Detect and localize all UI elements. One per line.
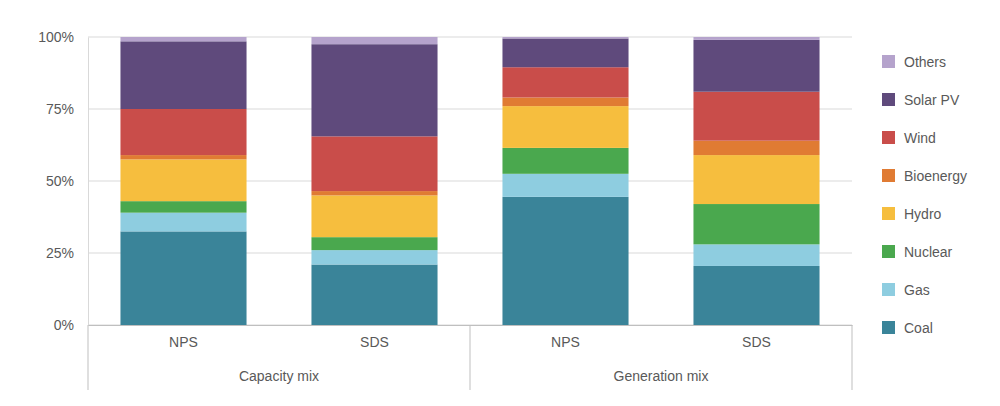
bar-segment: [120, 37, 246, 41]
legend-swatch: [882, 55, 895, 68]
bar-segment: [693, 40, 819, 92]
bar-segment: [311, 136, 437, 191]
group-separator: [470, 325, 471, 390]
legend-label: Bioenergy: [904, 168, 967, 184]
legend-item: Nuclear: [882, 244, 953, 260]
y-tick-label: 0%: [54, 317, 74, 333]
bar-segment: [502, 38, 628, 67]
bar-segment: [120, 231, 246, 325]
legend-item: Coal: [882, 320, 933, 336]
x-tick-label: SDS: [360, 334, 389, 350]
legend-label: Others: [904, 54, 946, 70]
legend: Others Solar PV Wind Bioenergy Hydro Nuclear G…: [882, 54, 967, 336]
grid: [88, 37, 852, 325]
legend-swatch: [882, 207, 895, 220]
x-tick: SDS: [742, 325, 771, 350]
x-tick-label: SDS: [742, 334, 771, 350]
y-tick: 50%: [46, 173, 88, 189]
bar-segment: [120, 41, 246, 109]
legend-item: Hydro: [882, 206, 942, 222]
bar-segment: [693, 204, 819, 244]
bar-segment: [502, 174, 628, 197]
bar-segment: [120, 213, 246, 232]
legend-label: Coal: [904, 320, 933, 336]
bar-segment: [311, 237, 437, 250]
y-axis-line: [88, 38, 89, 326]
bar-segment: [502, 67, 628, 97]
bar-segment: [120, 201, 246, 213]
legend-label: Nuclear: [904, 244, 953, 260]
legend-swatch: [882, 245, 895, 258]
legend-swatch: [882, 283, 895, 296]
group-separator: [88, 325, 89, 390]
x-tick-label: NPS: [551, 334, 580, 350]
y-tick-label: 100%: [38, 29, 74, 45]
bar-segment: [311, 195, 437, 237]
bar-segment: [120, 109, 246, 155]
y-tick: 25%: [46, 245, 88, 261]
bar-segment: [502, 197, 628, 325]
legend-swatch: [882, 169, 895, 182]
bar-segment: [311, 37, 437, 44]
legend-item: Others: [882, 54, 946, 70]
bar-segment: [693, 244, 819, 266]
bar-segment: [693, 155, 819, 204]
group-separators: [88, 325, 852, 390]
bars: [120, 37, 819, 325]
bar-segment: [502, 106, 628, 148]
bar-segment: [311, 250, 437, 264]
y-tick: 0%: [54, 317, 88, 333]
legend-item: Solar PV: [882, 92, 960, 108]
x-tick: SDS: [360, 325, 389, 350]
group-label: Capacity mix: [239, 368, 319, 384]
group-label: Generation mix: [614, 368, 709, 384]
x-tick: NPS: [169, 325, 198, 350]
x-tick-label: NPS: [169, 334, 198, 350]
bar-segment: [693, 266, 819, 325]
bar-segment: [120, 159, 246, 201]
y-tick-label: 50%: [46, 173, 74, 189]
bar-segment: [502, 148, 628, 174]
legend-item: Bioenergy: [882, 168, 967, 184]
legend-label: Gas: [904, 282, 930, 298]
y-tick: 75%: [46, 101, 88, 117]
legend-swatch: [882, 321, 895, 334]
bar-segment: [693, 37, 819, 40]
group-separator: [852, 325, 853, 390]
bar-segment: [502, 37, 628, 38]
bar-segment: [311, 265, 437, 325]
bar-segment: [693, 141, 819, 155]
legend-item: Wind: [882, 130, 936, 146]
legend-swatch: [882, 93, 895, 106]
chart: 0% 25% 50% 75% 100% NPS SDS NPS SDS Capacity mix G…: [0, 0, 1000, 406]
legend-label: Wind: [904, 130, 936, 146]
y-axis: 0% 25% 50% 75% 100%: [38, 29, 88, 333]
bar-segment: [693, 92, 819, 141]
y-tick: 100%: [38, 29, 88, 45]
legend-label: Hydro: [904, 206, 942, 222]
legend-swatch: [882, 131, 895, 144]
bar-segment: [120, 155, 246, 159]
y-tick-label: 25%: [46, 245, 74, 261]
y-tick-label: 75%: [46, 101, 74, 117]
bar-segment: [502, 97, 628, 106]
bar-segment: [311, 44, 437, 136]
group-labels: Capacity mix Generation mix: [239, 368, 709, 384]
x-tick: NPS: [551, 325, 580, 350]
legend-label: Solar PV: [904, 92, 960, 108]
legend-item: Gas: [882, 282, 930, 298]
bar-segment: [311, 191, 437, 195]
